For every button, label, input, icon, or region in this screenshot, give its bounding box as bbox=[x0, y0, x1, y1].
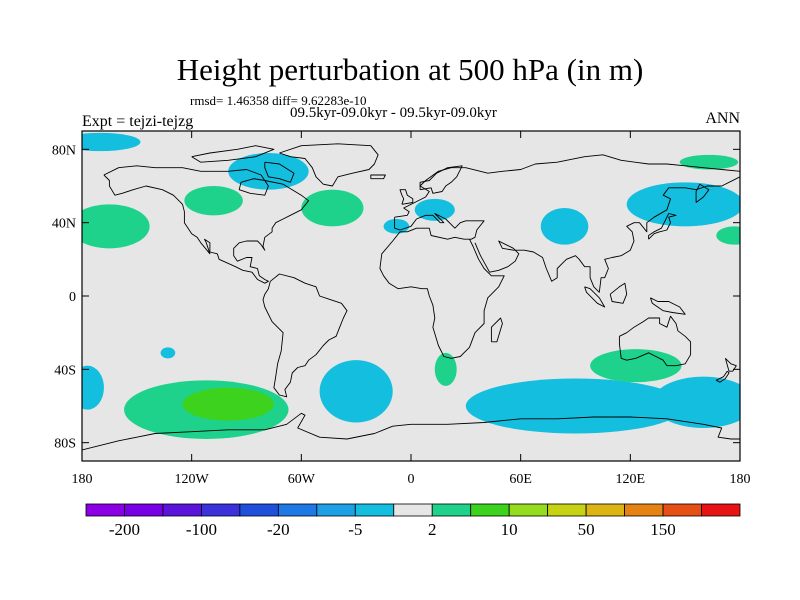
coastline-eurasia bbox=[394, 213, 485, 240]
anomaly-arctic-greenland-low bbox=[82, 132, 141, 152]
colorbar-label: -5 bbox=[348, 520, 362, 539]
lon-label: 180 bbox=[72, 472, 93, 487]
coastline-baffin bbox=[264, 161, 295, 183]
colorbar-swatch bbox=[470, 503, 510, 517]
coastline-sumatra bbox=[584, 286, 606, 308]
anomaly-layer bbox=[82, 132, 740, 439]
coastline-scandinavia bbox=[419, 165, 463, 194]
lon-label: 180 bbox=[730, 472, 751, 487]
anomaly-north-pacific-low bbox=[626, 182, 740, 227]
colorbar-label: 10 bbox=[501, 520, 518, 539]
anomaly-south-pacific-small-low bbox=[160, 347, 176, 359]
coastline-uk bbox=[399, 189, 414, 205]
colorbar-swatch bbox=[354, 503, 395, 517]
plot-title: Height perturbation at 500 hPa (in m) bbox=[176, 52, 644, 87]
anomaly-north-atlantic-high bbox=[301, 189, 364, 227]
lon-label: 120W bbox=[175, 472, 210, 487]
colorbar-label: 50 bbox=[578, 520, 595, 539]
coastline-north-america bbox=[103, 165, 310, 284]
coastline-arabia-india-asia bbox=[474, 176, 740, 293]
colorbar-swatch bbox=[124, 503, 164, 517]
colorbar-swatch bbox=[508, 503, 549, 517]
lon-label: 0 bbox=[408, 472, 415, 487]
coastline-africa bbox=[379, 231, 505, 359]
coastline-europe-asia-north bbox=[394, 154, 740, 218]
colorbar-swatch bbox=[85, 503, 125, 517]
stats-line: rmsd= 1.46358 diff= 9.62283e-10 bbox=[190, 93, 367, 108]
coastline-australia bbox=[618, 315, 692, 367]
coastline-south-america bbox=[262, 273, 348, 398]
coastline-greenland bbox=[279, 143, 379, 187]
coastline-madagascar bbox=[490, 317, 503, 343]
colorbar-label: -20 bbox=[267, 520, 290, 539]
colorbar-swatch bbox=[239, 503, 279, 517]
lat-label: 80S bbox=[54, 437, 76, 452]
colorbar-label: -100 bbox=[186, 520, 217, 539]
axis-layer: 80N 40N 0 40S 80S 180 120W 60W 0 60E 120E 180 bbox=[52, 131, 751, 487]
colorbar-swatch bbox=[431, 503, 472, 517]
colorbar-swatch bbox=[162, 503, 202, 517]
coastline-kamchatka bbox=[695, 183, 710, 203]
colorbar-label: 2 bbox=[428, 520, 437, 539]
anomaly-iberia-low bbox=[383, 219, 410, 234]
lat-label: 40N bbox=[52, 217, 76, 232]
lat-label: 40S bbox=[54, 363, 76, 378]
coastline-new-guinea bbox=[649, 297, 686, 315]
anomaly-south-pacific-core bbox=[182, 387, 274, 421]
anomaly-south-africa-high bbox=[434, 352, 457, 386]
colorbar-swatch bbox=[277, 503, 318, 517]
colorbar-swatch bbox=[547, 503, 587, 517]
coastline-iceland bbox=[370, 174, 386, 180]
colorbar: -200 -100 -20 -5 2 10 50 150 bbox=[85, 503, 741, 539]
experiment-label: Expt = tejzi-tejzg bbox=[82, 113, 194, 130]
season-label: ANN bbox=[705, 110, 740, 127]
colorbar-swatch bbox=[201, 503, 241, 517]
anomaly-south-atlantic-low bbox=[319, 360, 393, 423]
lon-label: 60W bbox=[288, 472, 316, 487]
lat-label: 80N bbox=[52, 143, 76, 158]
experiment-subtitle: 09.5kyr-09.0kyr - 09.5kyr-09.0kyr bbox=[290, 105, 497, 121]
coastline-new-zealand bbox=[724, 357, 737, 372]
colorbar-swatch bbox=[316, 503, 356, 517]
colorbar-swatch bbox=[585, 503, 625, 517]
anomaly-north-america-high bbox=[184, 186, 243, 216]
anomaly-dateline-high bbox=[716, 226, 740, 245]
anomaly-south-pacific-west-low bbox=[82, 365, 104, 410]
anomaly-central-asia-low bbox=[540, 208, 589, 245]
anomaly-north-pacific-high bbox=[82, 204, 150, 249]
coastline-nz-south bbox=[715, 370, 730, 383]
anomaly-siberia-high bbox=[679, 154, 739, 170]
lon-label: 120E bbox=[616, 472, 646, 487]
coastline-arctic-islands bbox=[191, 145, 275, 163]
coastline-layer bbox=[82, 143, 740, 451]
coastline-borneo bbox=[609, 282, 628, 304]
colorbar-swatch bbox=[662, 503, 702, 517]
colorbar-label: 150 bbox=[650, 520, 676, 539]
coastline-antarctica bbox=[82, 412, 740, 451]
anomaly-indian-ocean-low bbox=[465, 378, 686, 434]
anomaly-southern-pacific-low bbox=[652, 376, 740, 428]
coastline-japan bbox=[648, 213, 677, 240]
colorbar-label: -200 bbox=[109, 520, 140, 539]
colorbar-swatch bbox=[393, 503, 433, 517]
lon-label: 60E bbox=[509, 472, 532, 487]
colorbar-swatch bbox=[701, 503, 741, 517]
colorbar-swatch bbox=[624, 503, 664, 517]
lat-label: 0 bbox=[69, 290, 76, 305]
